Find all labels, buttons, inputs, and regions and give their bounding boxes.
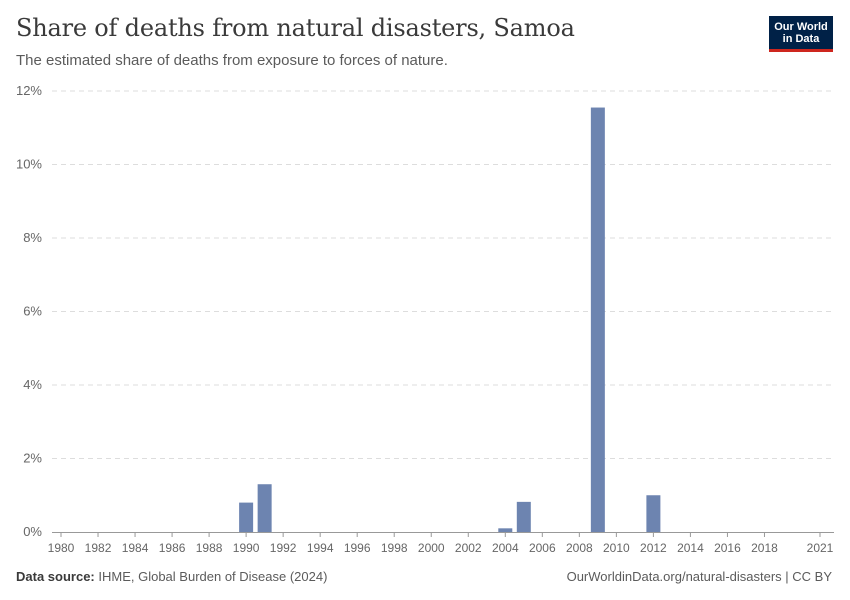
y-tick-label: 10% bbox=[16, 157, 42, 172]
x-tick-label: 1982 bbox=[85, 541, 112, 555]
x-tick-label: 2008 bbox=[566, 541, 593, 555]
x-tick-label: 1992 bbox=[270, 541, 297, 555]
logo-line-1: Our World bbox=[774, 20, 828, 33]
owid-logo[interactable]: Our World in Data bbox=[769, 16, 833, 52]
x-tick-label: 1998 bbox=[381, 541, 408, 555]
x-tick-label: 2002 bbox=[455, 541, 482, 555]
chart-title: Share of deaths from natural disasters, … bbox=[16, 14, 575, 42]
y-tick-label: 8% bbox=[23, 230, 42, 245]
y-tick-label: 4% bbox=[23, 377, 42, 392]
y-tick-label: 12% bbox=[16, 83, 42, 98]
data-source-label: Data source: bbox=[16, 569, 95, 584]
y-tick-label: 6% bbox=[23, 304, 42, 319]
x-tick-label: 2004 bbox=[492, 541, 519, 555]
x-tick-label: 2016 bbox=[714, 541, 741, 555]
y-tick-label: 2% bbox=[23, 451, 42, 466]
x-tick-label: 2000 bbox=[418, 541, 445, 555]
x-tick-label: 2012 bbox=[640, 541, 667, 555]
x-tick-label: 2006 bbox=[529, 541, 556, 555]
x-tick-label: 1986 bbox=[159, 541, 186, 555]
x-tick-label: 1994 bbox=[307, 541, 334, 555]
data-source-text[interactable]: IHME, Global Burden of Disease (2024) bbox=[98, 569, 328, 584]
bar-2012[interactable] bbox=[646, 495, 661, 532]
source-url[interactable]: OurWorldinData.org/natural-disasters | C… bbox=[566, 569, 832, 584]
x-tick-label: 2014 bbox=[677, 541, 704, 555]
bar-1991[interactable] bbox=[257, 484, 272, 532]
x-tick-label: 1980 bbox=[48, 541, 75, 555]
bar-2005[interactable] bbox=[516, 501, 531, 532]
logo-line-2: in Data bbox=[782, 32, 820, 45]
y-tick-label: 0% bbox=[23, 524, 42, 539]
x-tick-label: 1990 bbox=[233, 541, 260, 555]
bar-2004[interactable] bbox=[498, 528, 513, 532]
x-tick-label: 2010 bbox=[603, 541, 630, 555]
x-tick-label: 1984 bbox=[122, 541, 149, 555]
x-tick-label: 2018 bbox=[751, 541, 778, 555]
x-tick-label: 2021 bbox=[807, 541, 834, 555]
chart-subtitle: The estimated share of deaths from expos… bbox=[16, 52, 448, 69]
x-tick-label: 1996 bbox=[344, 541, 371, 555]
bar-2009[interactable] bbox=[590, 107, 605, 532]
data-source: Data source: IHME, Global Burden of Dise… bbox=[16, 569, 327, 584]
x-tick-label: 1988 bbox=[196, 541, 223, 555]
bar-1990[interactable] bbox=[239, 502, 254, 532]
